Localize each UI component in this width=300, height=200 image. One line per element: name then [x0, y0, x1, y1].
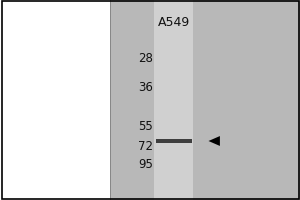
Polygon shape: [208, 136, 220, 146]
Bar: [111, 0, 300, 200]
Bar: [156, 139, 192, 143]
Bar: [154, 0, 194, 200]
Bar: [110, 0, 111, 200]
Text: 36: 36: [138, 81, 153, 94]
Text: 55: 55: [138, 120, 153, 134]
Bar: [0, 0, 111, 200]
Text: 28: 28: [138, 51, 153, 64]
Text: 72: 72: [138, 140, 153, 152]
Text: A549: A549: [158, 16, 190, 28]
Text: 95: 95: [138, 158, 153, 171]
